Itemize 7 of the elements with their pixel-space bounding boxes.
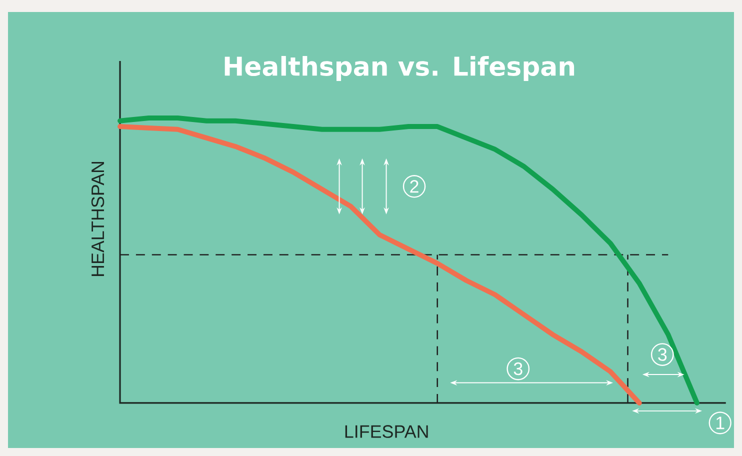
y-axis-title: HEALTHSPAN — [91, 162, 104, 276]
annotation: 3 — [514, 362, 522, 376]
annotation: 3 — [658, 348, 667, 361]
x-axis-title: LIFESPAN — [345, 425, 428, 438]
annotation: 2 — [410, 180, 418, 193]
text: 1 — [716, 416, 724, 430]
chart-title: Healthspan vs. Lifespan — [224, 56, 574, 82]
